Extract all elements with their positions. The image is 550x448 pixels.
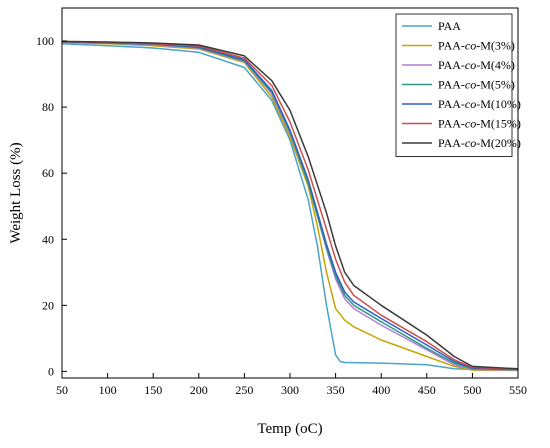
y-tick-label-0: 0: [48, 364, 54, 378]
x-tick-label-8: 450: [418, 383, 436, 397]
x-axis-title: Temp (oC): [257, 421, 322, 437]
x-tick-label-5: 300: [281, 383, 299, 397]
y-tick-label-5: 100: [36, 34, 54, 48]
x-tick-label-9: 500: [463, 383, 481, 397]
ticks-layer: 50 100 150 200 250 300 350 400 450 500 550 0 20 40 60 8…: [36, 34, 527, 397]
y-tick-label-1: 20: [42, 298, 54, 312]
legend-label-5: PAA-co-M(15%): [438, 117, 521, 131]
x-tick-label-2: 150: [144, 383, 162, 397]
x-tick-label-0: 50: [56, 383, 68, 397]
series-line-4: [61, 40, 519, 371]
x-tick-label-4: 250: [235, 383, 253, 397]
legend-label-2: PAA-co-M(4%): [438, 58, 515, 72]
y-tick-label-3: 60: [42, 166, 54, 180]
y-tick-label-2: 40: [42, 232, 54, 246]
legend: PAA PAA-co-M(3%) PAA-co-M(4%) PAA-co-M(5%) P…: [395, 13, 521, 157]
x-tick-label-7: 400: [372, 383, 390, 397]
x-tick-label-10: 550: [509, 383, 527, 397]
legend-label-3: PAA-co-M(5%): [438, 78, 515, 92]
x-tick-label-3: 200: [190, 383, 208, 397]
legend-label-1: PAA-co-M(3%): [438, 39, 515, 53]
legend-label-0: PAA: [438, 19, 461, 33]
series-line-5: [61, 40, 519, 370]
x-tick-label-1: 100: [99, 383, 117, 397]
series-line-0: [61, 42, 519, 371]
y-axis-title: Weight Loss (%): [8, 142, 24, 243]
y-tick-label-4: 80: [42, 100, 54, 114]
series-line-6: [61, 40, 519, 370]
legend-label-4: PAA-co-M(10%): [438, 97, 521, 111]
x-tick-label-6: 350: [327, 383, 345, 397]
series-layer: [61, 40, 519, 372]
legend-label-6: PAA-co-M(20%): [438, 136, 521, 150]
